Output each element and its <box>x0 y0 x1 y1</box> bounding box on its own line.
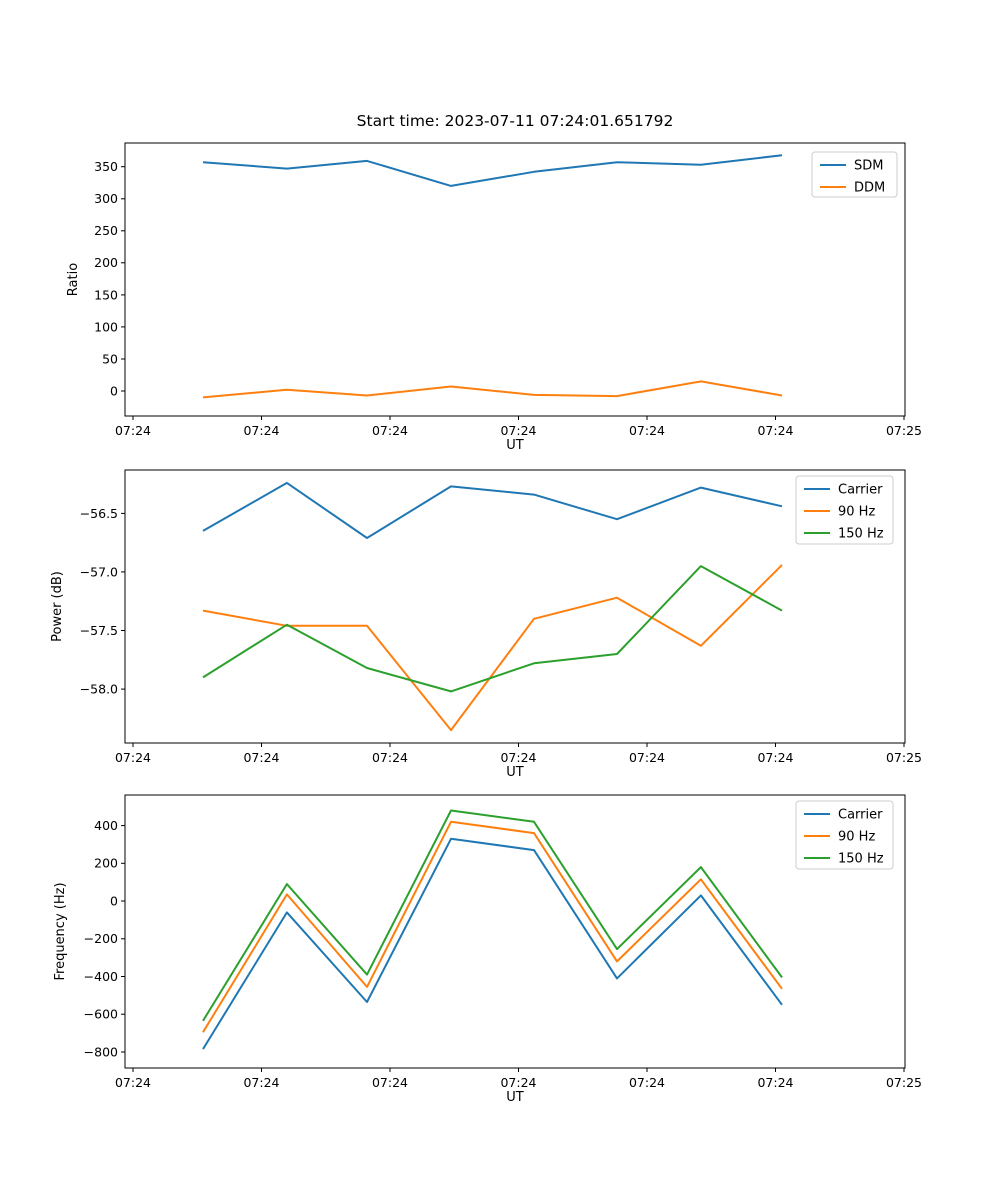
x-tick-label: 07:24 <box>243 1075 279 1090</box>
series-line-ddm <box>202 380 783 399</box>
legend-item-label: Carrier <box>838 482 883 497</box>
plot-ratio: 07:24 07:24 07:24 07:24 07:24 07:24 07:25 0 50 10… <box>66 142 922 453</box>
figure-title: Start time: 2023-07-11 07:24:01.651792 <box>356 112 674 130</box>
x-tick-label: 07:24 <box>372 1075 408 1090</box>
y-tick-label: 250 <box>94 223 118 238</box>
series-line-90-hz <box>202 564 783 732</box>
x-tick-label: 07:24 <box>115 423 151 438</box>
y-tick-label: −57.5 <box>80 623 118 638</box>
y-tick-label: −800 <box>84 1044 118 1059</box>
y-tick-label: 200 <box>94 255 118 270</box>
x-tick-label: 07:24 <box>372 423 408 438</box>
y-tick-label: 0 <box>110 893 118 908</box>
x-tick-label: 07:24 <box>757 1075 793 1090</box>
series-line-carrier <box>202 481 783 539</box>
legend-item-label: 150 Hz <box>838 851 884 866</box>
x-tick-label: 07:25 <box>886 1075 922 1090</box>
x-axis-label: UT <box>506 1090 524 1105</box>
x-tick-label: 07:24 <box>500 1075 536 1090</box>
x-axis-label: UT <box>506 765 524 780</box>
series-line-150-hz <box>202 565 783 693</box>
legend-item-label: 90 Hz <box>838 504 875 519</box>
x-tick-label: 07:24 <box>243 750 279 765</box>
x-tick-label: 07:24 <box>629 750 665 765</box>
axes-frame <box>124 142 906 417</box>
y-tick-label: −58.0 <box>80 682 118 697</box>
series-line-90-hz <box>202 820 783 1033</box>
plot-power: 07:24 07:24 07:24 07:24 07:24 07:24 07:25 −56.5… <box>50 469 922 780</box>
y-axis-label: Frequency (Hz) <box>53 882 68 980</box>
x-tick-label: 07:24 <box>629 1075 665 1090</box>
legend-box <box>811 151 898 198</box>
x-tick-label: 07:24 <box>500 750 536 765</box>
y-tick-label: 200 <box>94 856 118 871</box>
y-axis-label: Ratio <box>66 263 81 296</box>
legend-item-label: SDM <box>854 158 883 173</box>
y-tick-label: 0 <box>110 383 118 398</box>
y-tick-label: 100 <box>94 319 118 334</box>
y-tick-label: −56.5 <box>80 506 118 521</box>
y-tick-label: 150 <box>94 287 118 302</box>
series-line-150-hz <box>202 809 783 1022</box>
legend-item-label: 150 Hz <box>838 526 884 541</box>
axes-frame <box>124 794 906 1069</box>
legend-item-label: 90 Hz <box>838 829 875 844</box>
x-tick-label: 07:24 <box>757 423 793 438</box>
plot-frequency: 07:24 07:24 07:24 07:24 07:24 07:24 07:25 400 20… <box>53 794 922 1105</box>
legend-item-label: Carrier <box>838 807 883 822</box>
legend-box <box>795 475 894 545</box>
x-tick-label: 07:25 <box>886 750 922 765</box>
series-line-sdm <box>202 154 783 187</box>
series-line-carrier <box>202 837 783 1050</box>
y-tick-label: 300 <box>94 191 118 206</box>
x-tick-label: 07:24 <box>115 750 151 765</box>
x-tick-label: 07:24 <box>500 423 536 438</box>
axes-frame <box>124 469 906 744</box>
x-tick-label: 07:24 <box>243 423 279 438</box>
legend: Carrier 90 Hz 150 Hz <box>795 800 894 870</box>
y-tick-label: −57.0 <box>80 564 118 579</box>
y-tick-label: 350 <box>94 159 118 174</box>
y-tick-label: −600 <box>84 1007 118 1022</box>
x-tick-label: 07:24 <box>372 750 408 765</box>
legend-box <box>795 800 894 870</box>
y-axis-label: Power (dB) <box>50 571 65 642</box>
y-tick-label: 50 <box>102 351 118 366</box>
x-tick-label: 07:25 <box>886 423 922 438</box>
legend: SDM DDM <box>811 151 898 198</box>
legend: Carrier 90 Hz 150 Hz <box>795 475 894 545</box>
x-tick-label: 07:24 <box>115 1075 151 1090</box>
y-tick-label: −200 <box>84 931 118 946</box>
x-tick-label: 07:24 <box>757 750 793 765</box>
y-tick-label: 400 <box>94 818 118 833</box>
y-tick-label: −400 <box>84 969 118 984</box>
x-axis-label: UT <box>506 438 524 453</box>
x-tick-label: 07:24 <box>629 423 665 438</box>
legend-item-label: DDM <box>854 180 885 195</box>
